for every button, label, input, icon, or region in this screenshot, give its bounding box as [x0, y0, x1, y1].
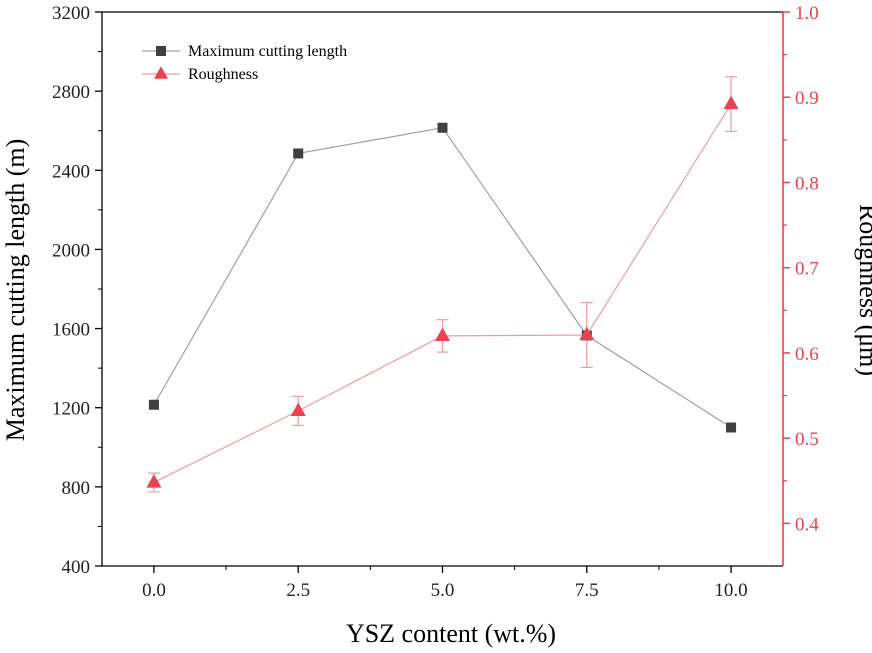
- y-left-tick-label: 1200: [52, 399, 90, 420]
- x-tick-label: 7.5: [575, 580, 599, 601]
- x-tick-label: 2.5: [286, 580, 310, 601]
- data-point-triangle: [146, 474, 162, 488]
- y-axis-left: 400 800 1200 1600 2000 2400 2800 3200: [52, 3, 102, 578]
- legend-marker-square: [156, 46, 166, 56]
- y-right-tick-label: 0.8: [795, 173, 819, 194]
- legend-marker-triangle: [154, 66, 168, 79]
- y-right-tick-label: 0.9: [795, 88, 819, 109]
- data-point-square: [293, 148, 304, 159]
- data-point-triangle: [579, 326, 595, 341]
- y-left-tick-label: 3200: [52, 3, 90, 24]
- legend-label: Roughness: [188, 66, 258, 83]
- data-point-square: [148, 399, 159, 410]
- y-left-tick-label: 1600: [52, 320, 90, 341]
- data-point-triangle: [290, 402, 306, 417]
- legend: Maximum cutting length Roughness: [142, 43, 347, 83]
- x-axis-title: YSZ content (wt.%): [346, 619, 556, 648]
- y-right-tick-label: 0.7: [795, 259, 819, 280]
- y-axis-right: 0.4 0.5 0.6 0.7 0.8 0.9 1.0: [783, 3, 819, 535]
- y-left-tick-label: 800: [62, 478, 91, 499]
- y-left-tick-label: 2400: [52, 161, 90, 182]
- series-layer: [146, 76, 739, 493]
- y-right-tick-label: 1.0: [795, 3, 819, 24]
- x-tick-label: 10.0: [714, 580, 747, 601]
- data-point-square: [726, 422, 737, 433]
- x-tick-label: 0.0: [142, 580, 166, 601]
- series-line-maximum-cutting-length: [153, 127, 732, 429]
- y-axis-left-title: Maximum cutting length (m): [1, 139, 30, 442]
- data-point-square: [437, 122, 448, 133]
- legend-label: Maximum cutting length: [188, 43, 347, 60]
- x-tick-label: 5.0: [431, 580, 455, 601]
- data-point-triangle: [435, 327, 450, 342]
- y-axis-right-title: Roughness (μm): [854, 204, 872, 376]
- y-left-tick-label: 2800: [52, 82, 90, 103]
- y-left-tick-label: 400: [62, 557, 91, 578]
- y-right-tick-label: 0.6: [795, 344, 819, 365]
- y-right-tick-label: 0.4: [795, 514, 819, 535]
- series-line-roughness: [153, 103, 732, 484]
- x-axis: 0.0 2.5 5.0 7.5 10.0: [142, 566, 748, 601]
- data-point-triangle: [723, 95, 739, 110]
- y-left-tick-label: 2000: [52, 240, 90, 261]
- plot-frame: [101, 11, 784, 567]
- y-right-tick-label: 0.5: [795, 429, 819, 450]
